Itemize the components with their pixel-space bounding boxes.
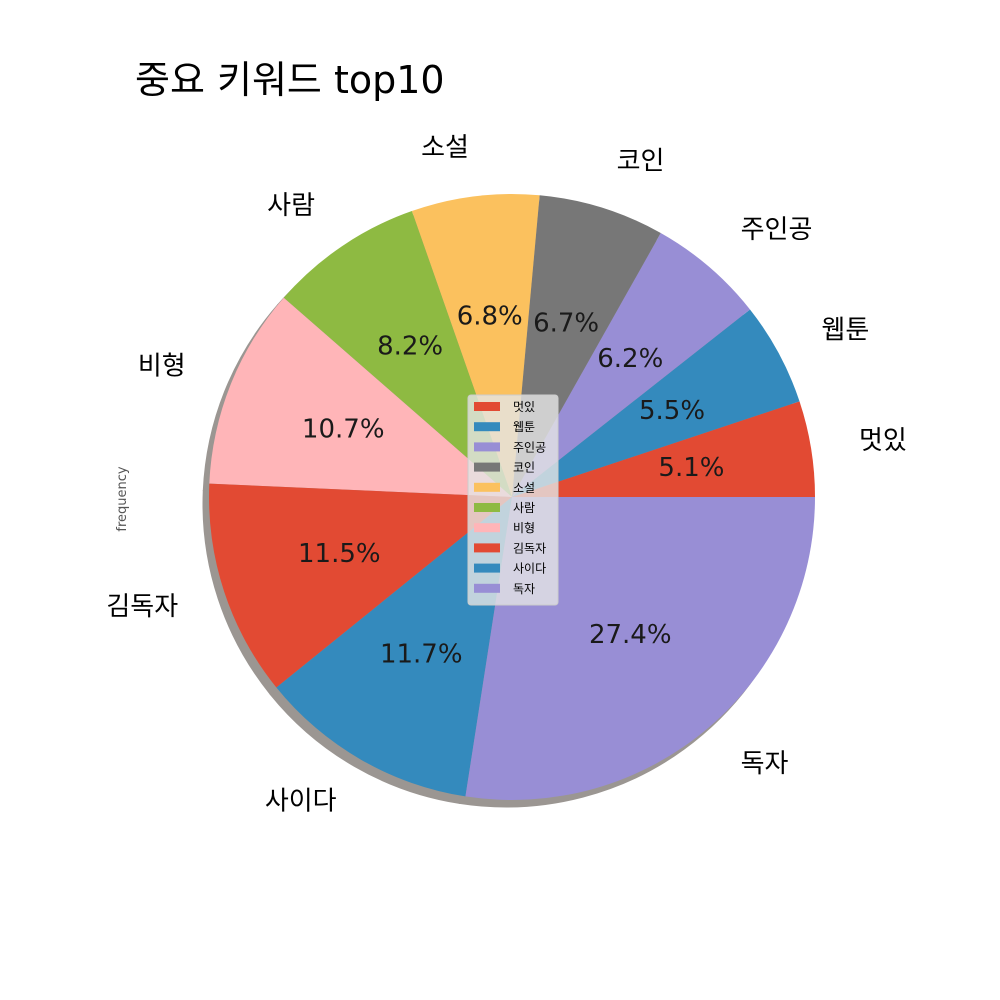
slice-1-label: 멋있 [859,426,907,456]
slice-9-percent-label: 11.7% [380,640,463,670]
slice-7-wedge [209,297,512,497]
legend-swatch-10 [474,583,500,593]
legend-entry-9: 사이다 [513,562,546,576]
legend-entry-6: 사람 [513,501,535,515]
slice-8-percent-label: 11.5% [298,539,381,569]
slice-7-percent-label: 10.7% [302,414,385,444]
legend-entry-8: 김독자 [513,541,546,555]
legend-entry-2: 웹툰 [513,420,535,434]
slice-10-label: 독자 [741,749,789,779]
pie-labels: 멋있 5.1% 웹툰 5.5% 주인공 6.2% 코인 6.7% 소설 6.8% 사람 8.2% 비형 1… [106,133,906,816]
slice-8-label: 김독자 [106,592,178,622]
legend-swatch-9 [474,563,500,573]
slice-6-wedge [283,211,512,497]
legend-swatch-6 [474,503,500,512]
legend-entry-5: 소설 [513,481,535,495]
slice-3-label: 주인공 [741,215,813,245]
slice-4-percent-label: 6.7% [533,308,599,338]
chart-title: 중요 키워드 top10 [135,58,445,102]
slice-5-percent-label: 6.8% [457,302,523,332]
legend-entry-1: 멋있 [513,400,535,414]
legend-swatch-3 [474,442,500,452]
slice-2-percent-label: 5.5% [639,396,705,426]
slice-2-wedge [512,309,800,497]
slice-9-wedge [276,497,512,797]
slice-1-percent-label: 5.1% [658,453,724,483]
legend-entry-4: 코인 [513,461,535,475]
legend-swatch-1 [474,402,500,411]
y-axis-label: frequency [115,466,130,532]
pie-slices [209,194,815,800]
legend-swatch-7 [474,523,500,533]
slice-8-wedge [209,483,512,688]
legend-entry-7: 비형 [513,521,535,535]
slice-9-label: 사이다 [265,787,337,817]
slice-4-label: 코인 [617,146,665,176]
slice-10-percent-label: 27.4% [589,620,672,650]
slice-2-label: 웹툰 [821,315,869,345]
slice-3-percent-label: 6.2% [597,344,663,374]
legend-swatch-5 [474,482,500,492]
slice-7-label: 비형 [138,351,186,381]
legend-swatch-2 [474,422,500,432]
legend-swatch-4 [474,462,500,472]
legend-entry-3: 주인공 [513,440,546,454]
slice-1-wedge [512,401,815,497]
slice-3-wedge [512,233,750,497]
slice-5-label: 소설 [421,133,469,163]
slice-6-percent-label: 8.2% [377,331,443,361]
legend-entry-10: 독자 [513,582,535,596]
legend-swatch-8 [474,543,500,553]
slice-6-label: 사람 [267,191,315,221]
